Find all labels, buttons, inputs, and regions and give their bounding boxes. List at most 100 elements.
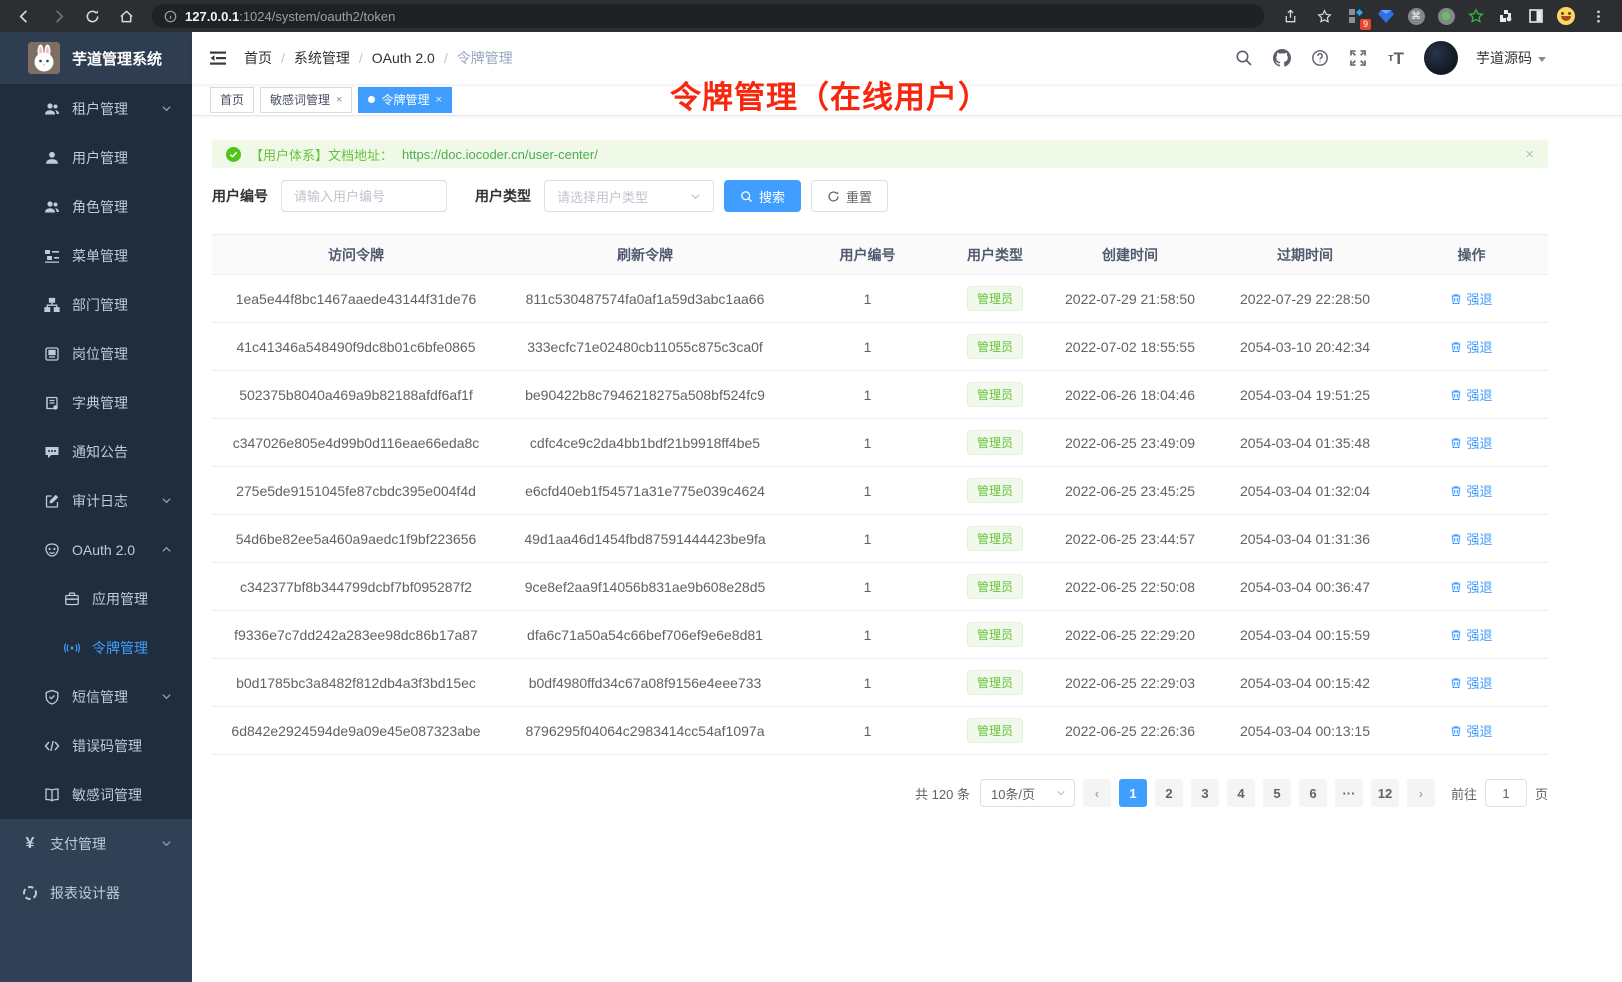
info-icon[interactable] [164,10,177,23]
table-header-row: 访问令牌 刷新令牌 用户编号 用户类型 创建时间 过期时间 操作 [212,234,1548,275]
user-type-select[interactable]: 请选择用户类型 [544,180,714,212]
page-button-1[interactable]: 1 [1118,779,1147,807]
sidebar-item-role[interactable]: 角色管理 [0,182,192,231]
force-logout-button[interactable]: 强退 [1450,289,1493,308]
user-menu[interactable]: 芋道源码 [1476,48,1546,68]
force-logout-button[interactable]: 强退 [1450,433,1493,452]
force-logout-button[interactable]: 强退 [1450,673,1493,692]
search-icon[interactable] [1234,48,1254,68]
page-button-12[interactable]: 12 [1370,779,1399,807]
sidebar-item-post[interactable]: 岗位管理 [0,329,192,378]
kebab-menu-icon[interactable] [1584,4,1612,28]
sidebar-item-dict[interactable]: 字典管理 [0,378,192,427]
prev-page-button[interactable]: ‹ [1082,779,1111,807]
trash-icon [1451,437,1461,448]
sidebar-item-sensitive-word[interactable]: 敏感词管理 [0,770,192,819]
col-access-token: 访问令牌 [212,234,500,275]
force-logout-button[interactable]: 强退 [1450,577,1493,596]
page-ellipsis[interactable]: ··· [1334,779,1363,807]
reset-button[interactable]: 重置 [811,180,889,212]
page-button-3[interactable]: 3 [1190,779,1219,807]
sidebar-item-notice[interactable]: 通知公告 [0,427,192,476]
tab-home[interactable]: 首页 [210,86,255,113]
close-icon[interactable]: × [336,93,343,106]
doc-link[interactable]: https://doc.iocoder.cn/user-center/ [402,146,598,162]
force-logout-button[interactable]: 强退 [1450,385,1493,404]
next-page-button[interactable]: › [1406,779,1435,807]
fullscreen-icon[interactable] [1348,48,1368,68]
tab-token[interactable]: 令牌管理 × [358,86,452,113]
sidebar-item-report-designer[interactable]: 报表设计器 [0,868,192,917]
sidebar-item-menu[interactable]: 菜单管理 [0,231,192,280]
user-type-tag: 管理员 [966,622,1023,647]
force-logout-button[interactable]: 强退 [1450,529,1493,548]
badge-icon [44,346,60,362]
page-content: 【用户体系】文档地址： https://doc.iocoder.cn/user-… [192,116,1568,807]
sidebar-item-oauth-app[interactable]: 应用管理 [0,574,192,623]
close-icon[interactable]: × [1525,145,1534,163]
bookmark-star-icon[interactable] [1310,4,1338,28]
force-logout-button[interactable]: 强退 [1450,721,1493,740]
sidebar-item-error-code[interactable]: 错误码管理 [0,721,192,770]
page-button-5[interactable]: 5 [1262,779,1291,807]
reload-icon[interactable] [78,4,106,28]
open-book-icon [44,787,60,803]
sidebar-item-pay[interactable]: ¥ 支付管理 [0,819,192,868]
breadcrumb: 首页 / 系统管理 / OAuth 2.0 / 令牌管理 [244,50,513,66]
sidebar-item-dept[interactable]: 部门管理 [0,280,192,329]
puzzle-extension-icon[interactable] [1494,4,1518,28]
user-id-input[interactable] [281,180,447,212]
share-icon[interactable] [1276,4,1304,28]
sidebar-item-audit-log[interactable]: 审计日志 [0,476,192,525]
logo[interactable]: 芋道管理系统 [0,32,192,84]
sidebar-item-user[interactable]: 用户管理 [0,133,192,182]
window-extension-icon[interactable] [1524,4,1548,28]
back-icon[interactable] [10,4,38,28]
emoji-extension-icon[interactable] [1554,4,1578,28]
refresh-icon [828,190,839,202]
question-icon[interactable] [1310,48,1330,68]
app-title: 芋道管理系统 [72,50,163,68]
menu-tree-icon [44,248,60,264]
search-button[interactable]: 搜索 [724,180,802,212]
force-logout-button[interactable]: 强退 [1450,481,1493,500]
goto-page-input[interactable] [1484,779,1527,807]
github-icon[interactable] [1272,48,1292,68]
page-button-6[interactable]: 6 [1298,779,1327,807]
force-logout-button[interactable]: 强退 [1450,625,1493,644]
chevron-down-icon [161,495,172,506]
briefcase-icon [64,591,80,607]
url-bar[interactable]: 127.0.0.1:1024/system/oauth2/token [152,4,1264,28]
users-icon [44,101,60,117]
sidebar-item-tenant[interactable]: 租户管理 [0,84,192,133]
page-button-4[interactable]: 4 [1226,779,1255,807]
tab-sensitive-word[interactable]: 敏感词管理 × [260,86,353,113]
chevron-down-icon [161,691,172,702]
trash-icon [1451,389,1461,400]
avatar[interactable] [1424,41,1458,75]
sidebar-item-sms[interactable]: 短信管理 [0,672,192,721]
close-icon[interactable]: × [435,93,442,106]
user-id-label: 用户编号 [212,188,268,204]
trash-icon [1451,581,1461,592]
code-icon [44,738,60,754]
force-logout-button[interactable]: 强退 [1450,337,1493,356]
sidebar-collapse-icon[interactable] [208,48,228,68]
page-size-select[interactable]: 10条/页 [979,779,1075,807]
page-button-2[interactable]: 2 [1154,779,1183,807]
forward-icon[interactable] [44,4,72,28]
grid-extension-icon[interactable]: 9 [1344,4,1371,30]
breadcrumb-system[interactable]: 系统管理 [293,50,350,66]
breadcrumb-home[interactable]: 首页 [244,50,272,66]
extension-badge: 9 [1359,19,1371,30]
star-extension-icon[interactable] [1464,4,1488,28]
home-icon[interactable] [112,4,140,28]
breadcrumb-oauth[interactable]: OAuth 2.0 [371,50,435,66]
chevron-down-icon [161,838,172,849]
sidebar-item-oauth-token[interactable]: 令牌管理 [0,623,192,672]
command-extension-icon[interactable]: ⌘ [1404,4,1428,28]
sidebar-item-oauth[interactable]: OAuth 2.0 [0,525,192,574]
gem-extension-icon[interactable] [1374,4,1398,28]
record-extension-icon[interactable] [1434,4,1458,28]
